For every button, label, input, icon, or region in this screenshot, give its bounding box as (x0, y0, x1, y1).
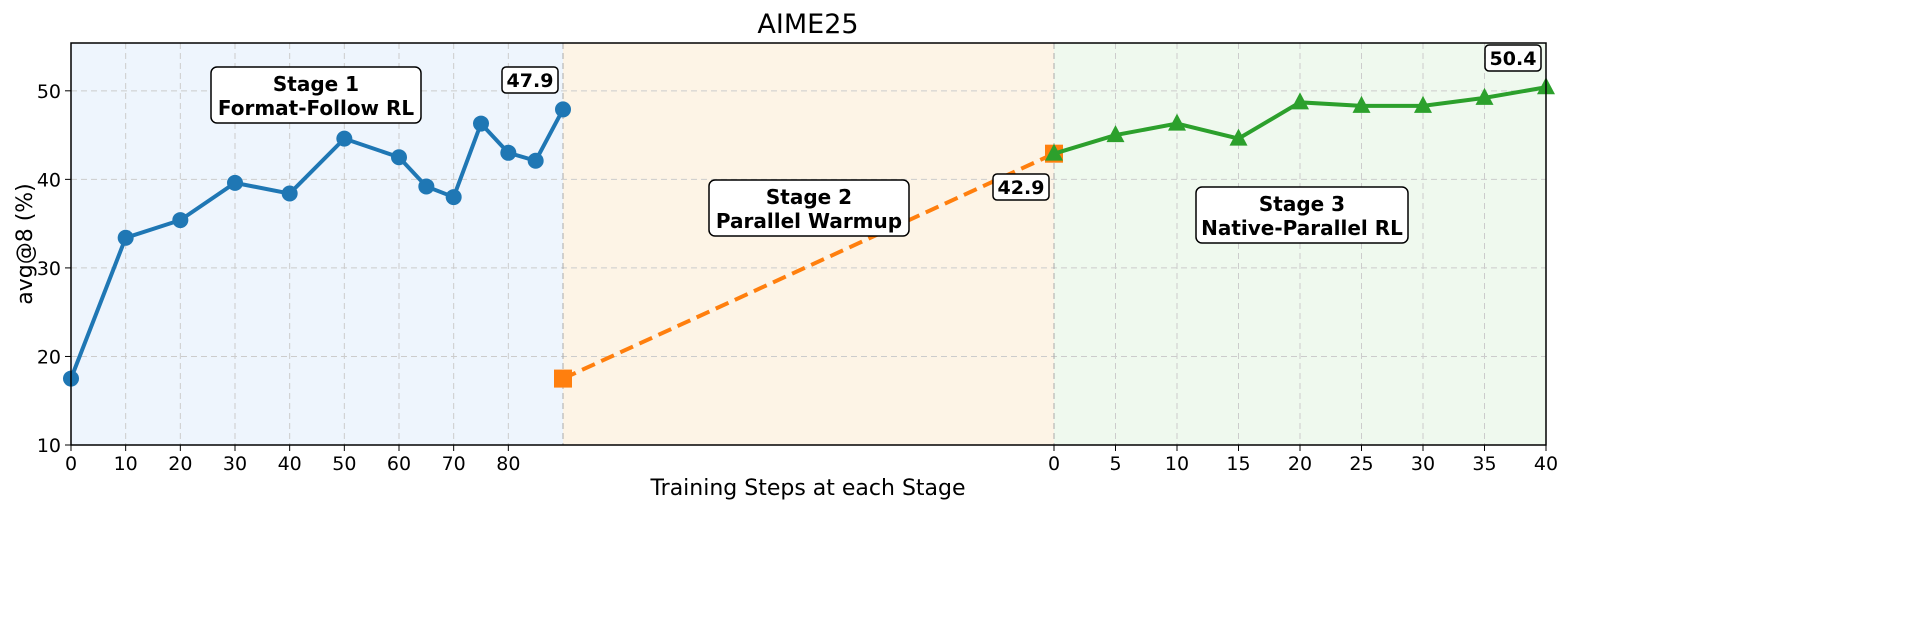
x-tick-label: 30 (1411, 453, 1435, 475)
x-tick-label: 25 (1349, 453, 1373, 475)
x-tick-label: 60 (387, 453, 411, 475)
stage-1-circle-marker (336, 130, 353, 147)
stage-1-circle-marker (391, 149, 407, 166)
stage-1-circle-marker (527, 152, 544, 169)
x-tick-label: 40 (278, 453, 302, 475)
x-tick-label: 0 (1048, 453, 1060, 475)
stage-label-name: Format-Follow RL (218, 96, 415, 120)
stage-1-circle-marker (227, 174, 243, 191)
y-tick-label: 50 (37, 81, 61, 103)
stage-label-title: Stage 3 (1259, 192, 1345, 216)
value-annotation: 47.9 (507, 70, 554, 92)
stage-3-triangle-marker (1352, 95, 1371, 113)
x-tick-label: 10 (114, 453, 138, 475)
x-tick-label: 40 (1534, 453, 1558, 475)
stage-2-square-marker (554, 369, 572, 388)
x-tick-label: 35 (1472, 453, 1496, 475)
stage-3-triangle-marker (1106, 125, 1125, 143)
stage-3-triangle-marker (1168, 113, 1186, 131)
stage-2-line (562, 151, 1055, 381)
stage-1-circle-marker (500, 144, 517, 161)
stage-1-circle-marker (281, 185, 298, 202)
plot-frame (70, 42, 1547, 446)
stage-label-title: Stage 2 (766, 185, 852, 209)
x-tick-label: 10 (1165, 453, 1189, 475)
stage-1-circle-marker (445, 189, 462, 206)
stage-3-triangle-marker (1475, 87, 1494, 105)
stage-label-box (708, 179, 910, 237)
x-axis-label: Training Steps at each Stage (649, 476, 965, 501)
y-tick-label: 10 (37, 435, 61, 457)
x-tick-label: 0 (65, 453, 77, 475)
stage-label-box (210, 66, 422, 124)
x-tick-label: 20 (1288, 453, 1312, 475)
stage-1-circle-marker (172, 212, 189, 229)
stage-label-name: Native-Parallel RL (1201, 216, 1403, 240)
value-annotation-box (501, 66, 559, 94)
stage-1-circle-marker (555, 101, 571, 118)
x-tick-label: 20 (168, 453, 192, 475)
stage-label-name: Parallel Warmup (716, 209, 902, 233)
stage-1-circle-marker (418, 178, 435, 195)
x-tick-label: 80 (496, 453, 520, 475)
x-tick-label: 30 (223, 453, 247, 475)
value-annotation-box (992, 173, 1050, 201)
y-axis-label: avg@8 (%) (13, 183, 38, 305)
y-tick-label: 40 (37, 169, 61, 191)
stage-1-circle-marker (473, 115, 489, 132)
y-tick-label: 20 (37, 346, 61, 368)
stage-3-triangle-marker (1045, 143, 1063, 161)
stage-2-background (563, 43, 1054, 445)
value-annotation: 42.9 (998, 177, 1045, 199)
x-tick-label: 70 (442, 453, 466, 475)
series (63, 77, 1555, 388)
stage-label-title: Stage 1 (273, 72, 359, 96)
value-annotation-box (1484, 44, 1542, 72)
x-tick-label: 15 (1226, 453, 1250, 475)
stage-3-triangle-marker (1291, 92, 1309, 110)
stage-1-circle-marker (117, 229, 134, 246)
y-tick-label: 30 (37, 258, 61, 280)
value-annotation: 50.4 (1490, 48, 1537, 70)
x-tick-label: 50 (332, 453, 356, 475)
chart-title: AIME25 (757, 9, 858, 40)
stage-3-triangle-marker (1229, 128, 1248, 146)
stage-3-triangle-marker (1414, 95, 1432, 113)
stage-label-box (1195, 186, 1409, 244)
x-tick-label: 5 (1109, 453, 1121, 475)
